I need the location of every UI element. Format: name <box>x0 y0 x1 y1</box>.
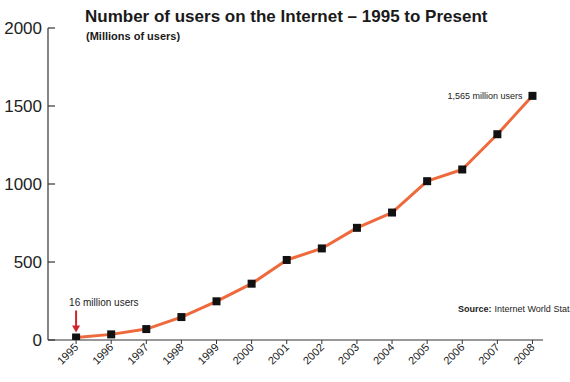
x-tick-label: 2005 <box>406 341 432 367</box>
page: {"chart_data": {"type": "line", "title":… <box>0 0 570 382</box>
x-tick-label: 1999 <box>195 341 221 367</box>
marker <box>388 209 396 217</box>
annotation: 1,565 million users <box>447 91 523 101</box>
x-tick-label: 2002 <box>300 341 326 367</box>
x-tick-label: 1995 <box>55 341 81 367</box>
y-tick-label: 2000 <box>4 19 42 38</box>
marker <box>72 334 80 340</box>
x-tick <box>286 340 287 344</box>
marker <box>423 177 431 185</box>
y-tick <box>48 261 55 262</box>
axes: 0 500 1000 1500 2000 1995 1996 1997 1998 1999 2000… <box>4 19 543 367</box>
annotation-arrow-head <box>72 326 80 333</box>
y-tick <box>48 27 55 28</box>
x-tick <box>462 340 463 344</box>
x-tick <box>532 340 533 344</box>
y-tick <box>48 105 55 106</box>
x-tick <box>111 340 112 344</box>
x-tick-label: 1997 <box>125 341 151 367</box>
annotations: 16 million users 1,565 million users <box>69 91 523 333</box>
annotation: 16 million users <box>69 297 138 308</box>
marker <box>283 256 291 264</box>
x-tick-label: 2004 <box>371 341 397 367</box>
y-tick <box>48 339 55 340</box>
marker <box>528 92 536 100</box>
x-tick-label: 2001 <box>265 341 291 367</box>
x-tick-label: 1998 <box>160 341 186 367</box>
x-tick <box>497 340 498 344</box>
source: Source:Internet World Stats <box>458 304 570 314</box>
y-tick-label: 500 <box>14 253 42 272</box>
x-tick <box>251 340 252 344</box>
x-tick <box>76 340 77 344</box>
marker <box>142 325 150 333</box>
x-tick <box>216 340 217 344</box>
x-tick <box>181 340 182 344</box>
x-tick-label: 1996 <box>90 341 116 367</box>
source-text: Internet World Stats <box>495 304 570 314</box>
subtitle: (Millions of users) <box>86 30 180 42</box>
data-group <box>72 92 536 340</box>
source-label: Source: <box>458 304 492 314</box>
y-tick-label: 1000 <box>4 175 42 194</box>
chart: Number of users on the Internet – 1995 t… <box>0 0 570 382</box>
x-tick-label: 2003 <box>336 341 362 367</box>
marker <box>458 165 466 173</box>
marker <box>493 130 501 138</box>
y-tick <box>48 183 55 184</box>
line <box>76 96 532 338</box>
x-tick-label: 2000 <box>230 341 256 367</box>
annotation-arrow-shaft <box>75 311 77 328</box>
y-tick-label: 0 <box>33 331 42 350</box>
x-tick-label: 2008 <box>511 341 537 367</box>
x-tick <box>321 340 322 344</box>
x-axis-line <box>48 339 543 340</box>
title: Number of users on the Internet – 1995 t… <box>85 7 488 26</box>
marker <box>107 330 115 338</box>
x-tick-label: 2006 <box>441 341 467 367</box>
marker <box>248 280 256 288</box>
marker <box>213 297 221 305</box>
x-tick <box>146 340 147 344</box>
y-tick-label: 1500 <box>4 97 42 116</box>
marker <box>177 313 185 321</box>
x-tick-label: 2007 <box>476 341 502 367</box>
marker <box>318 244 326 252</box>
x-tick <box>427 340 428 344</box>
x-tick <box>356 340 357 344</box>
marker <box>353 224 361 232</box>
x-tick <box>392 340 393 344</box>
